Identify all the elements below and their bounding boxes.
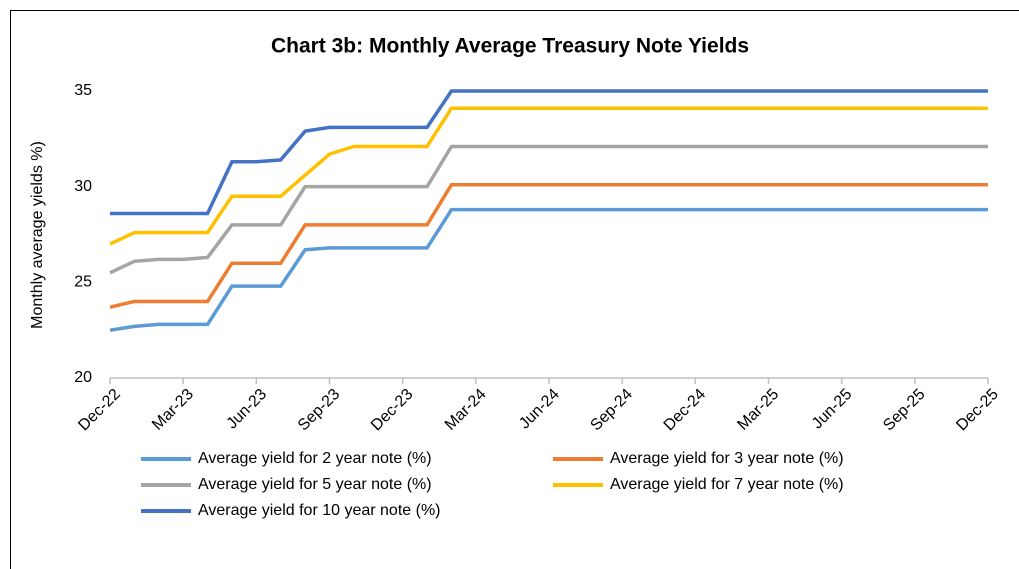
chart-title: Chart 3b: Monthly Average Treasury Note … [271, 35, 749, 58]
legend-label: Average yield for 3 year note (%) [610, 450, 844, 467]
y-tick-label: 20 [74, 369, 92, 386]
y-axis-label: Monthly average yields %) [29, 141, 46, 329]
series-line [109, 144, 988, 275]
legend-label: Average yield for 10 year note (%) [198, 502, 441, 519]
chart-frame [10, 10, 1019, 569]
legend-label: Average yield for 7 year note (%) [610, 476, 844, 493]
y-tick-label: 35 [74, 82, 92, 99]
legend-label: Average yield for 5 year note (%) [198, 476, 432, 493]
series-line [110, 89, 988, 216]
series-line [109, 106, 988, 246]
y-tick-label: 25 [74, 274, 92, 291]
series-line [109, 207, 988, 332]
y-tick-label: 30 [74, 178, 92, 195]
legend-label: Average yield for 2 year note (%) [198, 450, 432, 467]
series-line [109, 183, 988, 309]
